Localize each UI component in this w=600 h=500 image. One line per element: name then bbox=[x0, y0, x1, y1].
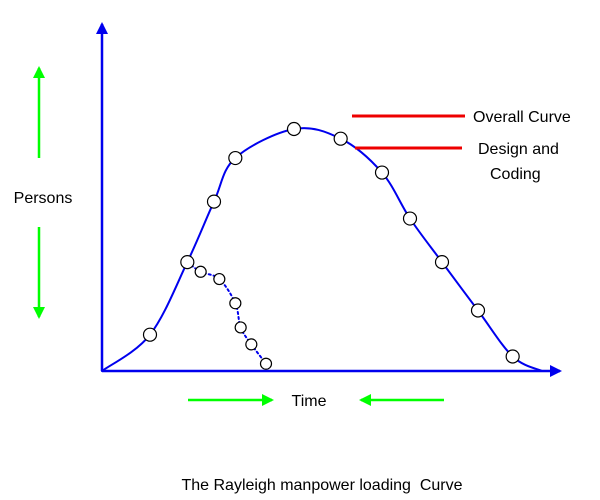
design-coding-curve-point bbox=[234, 321, 247, 334]
y-axis-label: Persons bbox=[14, 190, 73, 207]
design-coding-curve-point bbox=[245, 338, 258, 351]
overall-curve-point bbox=[434, 255, 450, 270]
overall-curve-point bbox=[142, 327, 158, 342]
overall-curve-point bbox=[402, 211, 418, 226]
overall-curve-point bbox=[286, 121, 302, 137]
overall-curve-point bbox=[206, 194, 222, 209]
overall-curve-point bbox=[333, 131, 348, 146]
legend-design-coding-label: Design and Coding bbox=[478, 141, 559, 183]
chart-title: The Rayleigh manpower loading Curve bbox=[181, 477, 462, 494]
overall-curve-line bbox=[101, 127, 543, 372]
design-coding-curve-point bbox=[194, 265, 207, 278]
design-coding-curve-point bbox=[213, 272, 226, 286]
x-axis-label: Time bbox=[292, 393, 327, 410]
overall-curve-point bbox=[374, 165, 390, 180]
curve-layer bbox=[101, 127, 543, 372]
overall-curve-point bbox=[505, 349, 520, 364]
overall-curve-point bbox=[470, 303, 486, 318]
legend-overall-curve-label: Overall Curve bbox=[473, 109, 571, 126]
overall-curve-point bbox=[228, 150, 243, 166]
overall-curve-point bbox=[180, 255, 195, 270]
design-coding-curve-point bbox=[229, 297, 242, 310]
design-coding-curve-point bbox=[259, 357, 273, 370]
legend: Overall Curve Design and Coding bbox=[352, 109, 571, 183]
marker-layer bbox=[142, 121, 520, 370]
